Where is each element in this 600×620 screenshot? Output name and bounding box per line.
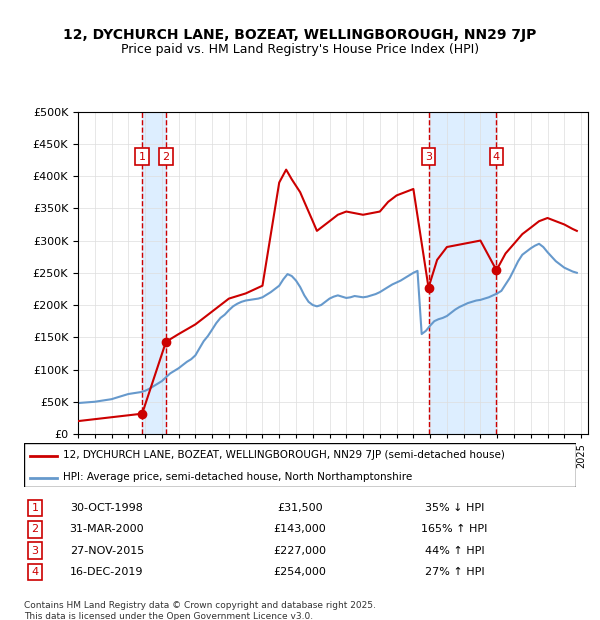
Text: Contains HM Land Registry data © Crown copyright and database right 2025.
This d: Contains HM Land Registry data © Crown c…	[24, 601, 376, 620]
Text: 4: 4	[493, 152, 500, 162]
Bar	[428, 112, 496, 434]
Text: 165% ↑ HPI: 165% ↑ HPI	[421, 524, 488, 534]
Text: 35% ↓ HPI: 35% ↓ HPI	[425, 503, 484, 513]
Text: 1: 1	[32, 503, 38, 513]
Text: £254,000: £254,000	[274, 567, 326, 577]
Text: 1: 1	[139, 152, 146, 162]
Text: £31,500: £31,500	[277, 503, 323, 513]
Text: £143,000: £143,000	[274, 524, 326, 534]
Text: 12, DYCHURCH LANE, BOZEAT, WELLINGBOROUGH, NN29 7JP: 12, DYCHURCH LANE, BOZEAT, WELLINGBOROUG…	[64, 28, 536, 42]
Text: £227,000: £227,000	[274, 546, 326, 556]
Text: 12, DYCHURCH LANE, BOZEAT, WELLINGBOROUGH, NN29 7JP (semi-detached house): 12, DYCHURCH LANE, BOZEAT, WELLINGBOROUG…	[62, 451, 505, 461]
Text: 3: 3	[425, 152, 432, 162]
Text: 2: 2	[163, 152, 170, 162]
Text: 44% ↑ HPI: 44% ↑ HPI	[425, 546, 484, 556]
Text: 27-NOV-2015: 27-NOV-2015	[70, 546, 144, 556]
Text: 31-MAR-2000: 31-MAR-2000	[70, 524, 144, 534]
Text: 16-DEC-2019: 16-DEC-2019	[70, 567, 143, 577]
Text: 30-OCT-1998: 30-OCT-1998	[70, 503, 143, 513]
Text: 3: 3	[32, 546, 38, 556]
Text: Price paid vs. HM Land Registry's House Price Index (HPI): Price paid vs. HM Land Registry's House …	[121, 43, 479, 56]
Text: 2: 2	[31, 524, 38, 534]
Text: 27% ↑ HPI: 27% ↑ HPI	[425, 567, 484, 577]
Text: HPI: Average price, semi-detached house, North Northamptonshire: HPI: Average price, semi-detached house,…	[62, 472, 412, 482]
Text: 4: 4	[31, 567, 38, 577]
Bar	[142, 112, 166, 434]
FancyBboxPatch shape	[24, 443, 576, 487]
